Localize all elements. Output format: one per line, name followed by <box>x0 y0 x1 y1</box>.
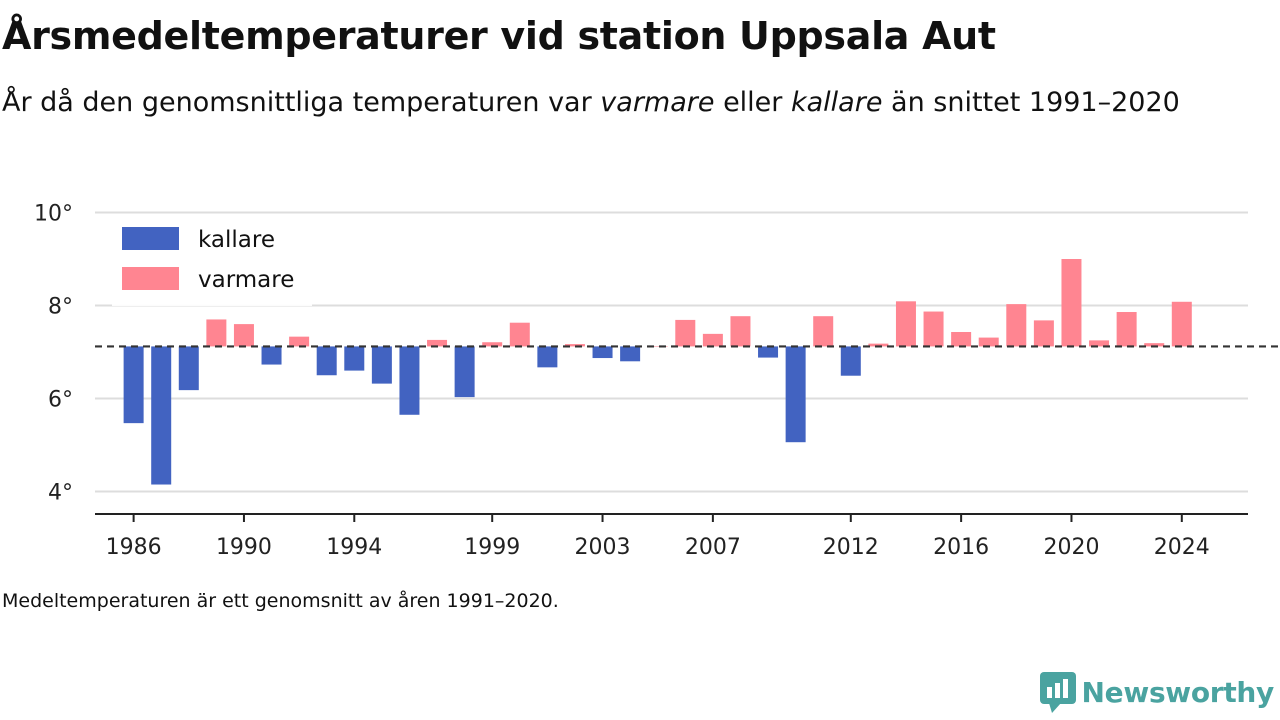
bar <box>233 324 254 347</box>
legend: kallare varmare <box>112 214 312 306</box>
x-tick-label: 1990 <box>216 535 272 560</box>
bar <box>123 346 144 424</box>
bar <box>261 346 282 365</box>
chart-subtitle: År då den genomsnittliga temperaturen va… <box>2 82 1202 124</box>
bar <box>289 336 310 347</box>
brand-logo[interactable]: Newsworthy <box>1039 670 1275 714</box>
bar <box>1061 259 1082 347</box>
bar <box>454 346 475 398</box>
bars <box>123 259 1192 485</box>
bar <box>868 343 889 347</box>
bar <box>675 319 696 347</box>
x-tick-label: 1994 <box>326 535 382 560</box>
bar <box>647 346 668 347</box>
subtitle-end: än snittet 1991–2020 <box>882 87 1180 118</box>
legend-swatch-cold <box>122 227 179 250</box>
bar <box>206 319 227 347</box>
bar <box>951 332 972 347</box>
subtitle-warm-word: varmare <box>600 87 715 118</box>
legend-swatch-warm <box>122 267 179 290</box>
bar <box>178 346 199 391</box>
bar <box>509 322 530 347</box>
bar <box>813 316 834 347</box>
bar <box>923 311 944 347</box>
bar <box>1089 340 1110 347</box>
x-tick-label: 2020 <box>1043 535 1099 560</box>
y-tick-label: 10° <box>34 202 73 227</box>
legend-label-cold: kallare <box>198 227 275 253</box>
bar <box>1116 312 1137 347</box>
temperature-bar-chart: 4° 6° 8° 10° 1986 1990 1994 1999 2003 2007 2012 201… <box>34 202 1278 560</box>
subtitle-intro: År då den genomsnittliga temperaturen va… <box>2 87 601 118</box>
bar <box>592 346 613 359</box>
bar <box>895 301 916 347</box>
bar <box>537 346 558 368</box>
x-tick-label: 2016 <box>933 535 989 560</box>
bar <box>702 333 723 347</box>
bar <box>620 346 641 362</box>
bar <box>785 346 806 443</box>
footnote: Medeltemperaturen är ett genomsnitt av å… <box>2 590 559 612</box>
bar <box>564 344 585 347</box>
legend-label-warm: varmare <box>198 267 294 293</box>
chart-title: Årsmedeltemperaturer vid station Uppsala… <box>2 14 996 58</box>
bar <box>151 346 172 485</box>
bar <box>758 346 779 358</box>
bar <box>371 346 392 384</box>
bar <box>978 337 999 347</box>
x-tick-label: 1986 <box>106 535 162 560</box>
y-tick-label: 6° <box>48 388 73 413</box>
bar <box>1144 343 1165 347</box>
subtitle-cold-word: kallare <box>790 87 883 118</box>
x-tick-label: 2024 <box>1154 535 1210 560</box>
bar <box>1033 320 1054 347</box>
axes: 4° 6° 8° 10° 1986 1990 1994 1999 2003 2007 2012 201… <box>34 202 1278 560</box>
bar <box>1171 301 1192 347</box>
brand-name: Newsworthy <box>1081 675 1275 709</box>
newsworthy-logo-icon <box>1039 672 1076 713</box>
bar <box>427 339 448 347</box>
bar <box>730 316 751 347</box>
bar <box>1006 304 1027 347</box>
y-tick-label: 4° <box>48 481 73 506</box>
bar <box>316 346 337 376</box>
bar <box>399 346 420 415</box>
bar <box>482 342 503 347</box>
bar <box>344 346 365 371</box>
x-tick-label: 2003 <box>575 535 631 560</box>
y-tick-label: 8° <box>48 295 73 320</box>
subtitle-connector: eller <box>714 87 791 118</box>
bar <box>840 346 861 376</box>
x-tick-label: 2012 <box>823 535 879 560</box>
x-tick-label: 1999 <box>464 535 520 560</box>
x-tick-label: 2007 <box>685 535 741 560</box>
